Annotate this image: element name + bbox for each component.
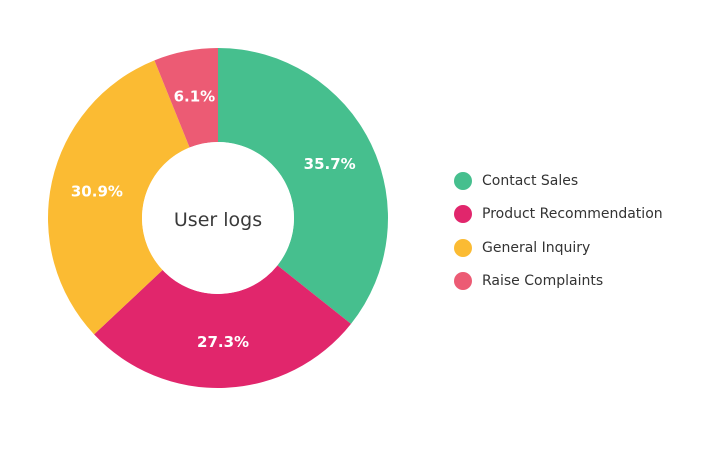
chart-legend: Contact Sales Product Recommendation Gener… [454, 164, 714, 298]
legend-label: Raise Complaints [482, 273, 604, 290]
donut-hole [142, 142, 294, 294]
slice-labels: 35.7% 27.3% 30.9% 6.1% [71, 87, 356, 351]
legend-item: Product Recommendation [454, 198, 714, 232]
legend-swatch [454, 205, 472, 224]
legend-item: Contact Sales [454, 164, 714, 198]
legend-item: General Inquiry [454, 231, 714, 265]
legend-swatch [454, 171, 472, 190]
donut-slice-contact-sales [218, 48, 388, 324]
legend-label: General Inquiry [482, 239, 591, 256]
legend-swatch [454, 238, 472, 257]
donut-slice-product-recommendation [94, 265, 352, 388]
slice-value-label: 35.7% [304, 155, 356, 173]
legend-swatch [454, 272, 472, 291]
donut-slice-raise-complaints [154, 48, 218, 148]
legend-label: Product Recommendation [482, 206, 663, 223]
donut-slices [48, 48, 388, 388]
slice-value-label: 30.9% [71, 182, 123, 200]
legend-item: Raise Complaints [454, 265, 714, 299]
chart-center-label: User logs [174, 209, 262, 231]
slice-value-label: 27.3% [197, 333, 249, 351]
donut-slice-general-inquiry [48, 60, 190, 335]
legend-label: Contact Sales [482, 172, 579, 189]
slice-value-label: 6.1% [174, 87, 216, 105]
